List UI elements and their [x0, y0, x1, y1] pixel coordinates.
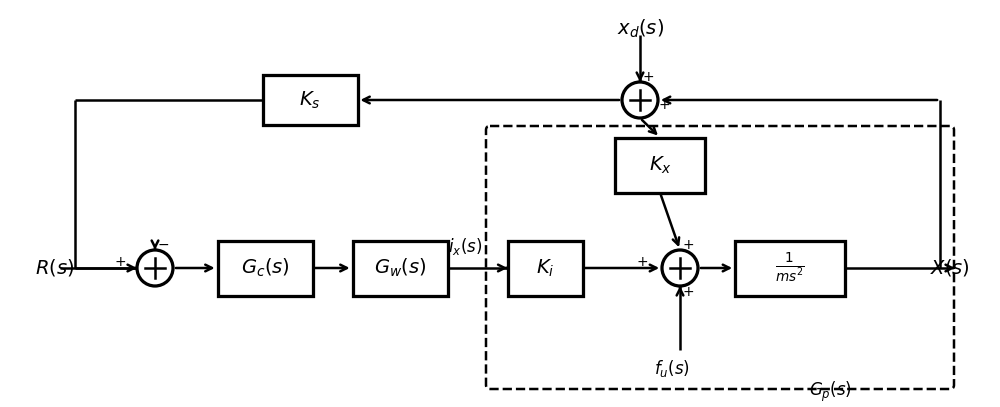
Text: $R(s)$: $R(s)$ [35, 258, 74, 278]
Text: +: + [642, 70, 654, 84]
Text: $K_x$: $K_x$ [649, 154, 671, 176]
Bar [352, 241, 448, 295]
Text: +: + [114, 255, 126, 269]
Circle shape [662, 250, 698, 286]
Bar [218, 241, 312, 295]
Text: $G_c(s)$: $G_c(s)$ [241, 257, 289, 279]
Bar [735, 241, 845, 295]
Text: $G_w(s)$: $G_w(s)$ [374, 257, 426, 279]
Text: $\frac{1}{ms^2}$: $\frac{1}{ms^2}$ [775, 252, 805, 284]
Text: $K_s$: $K_s$ [299, 90, 321, 111]
Text: +: + [658, 98, 670, 112]
Bar [262, 75, 358, 125]
Text: $G_p(s)$: $G_p(s)$ [809, 380, 851, 404]
Text: $x_d(s)$: $x_d(s)$ [617, 18, 663, 40]
Text: +: + [682, 285, 694, 299]
Text: $i_x(s)$: $i_x(s)$ [448, 236, 482, 257]
Bar [508, 241, 582, 295]
Text: +: + [682, 238, 694, 252]
Text: $f_u(s)$: $f_u(s)$ [654, 358, 690, 379]
Circle shape [622, 82, 658, 118]
Bar [615, 138, 705, 193]
Text: $X(s)$: $X(s)$ [930, 258, 970, 278]
Circle shape [137, 250, 173, 286]
Text: +: + [636, 255, 648, 269]
Text: −: − [157, 238, 169, 252]
Text: $K_i$: $K_i$ [536, 257, 554, 279]
